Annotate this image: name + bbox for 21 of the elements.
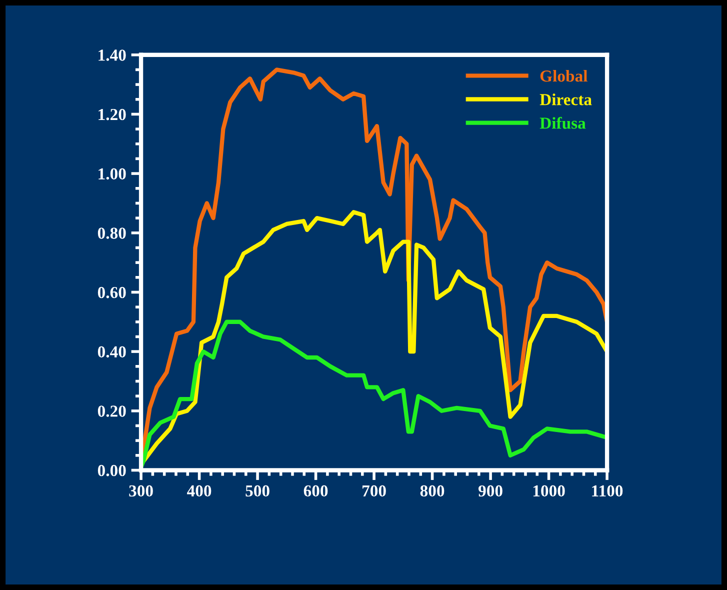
x-tick-label: 600	[304, 485, 328, 497]
x-tick-label: 300	[129, 485, 153, 497]
legend-label: Global	[540, 70, 588, 82]
y-tick-label: 0.20	[98, 406, 126, 417]
x-tick-label: 800	[420, 485, 444, 497]
x-tick-label: 400	[187, 485, 212, 497]
x-tick-label: 1100	[592, 485, 623, 497]
x-tick-label: 700	[362, 485, 386, 497]
legend-label: Directa	[540, 94, 592, 106]
y-tick-label: 0.60	[98, 286, 126, 298]
y-tick-label: 0.40	[98, 346, 126, 358]
legend-label: Difusa	[540, 116, 586, 129]
y-tick-label: 0.80	[98, 228, 126, 239]
x-tick-label: 900	[478, 485, 502, 497]
y-tick-label: 1.20	[98, 108, 126, 120]
y-tick-label: 0.00	[98, 464, 126, 476]
line-series	[141, 320, 608, 470]
y-tick-label: 1.00	[98, 168, 126, 180]
y-tick-label: 1.40	[98, 50, 126, 61]
x-tick-label: 500	[246, 485, 270, 497]
x-tick-label: 1000	[533, 485, 565, 497]
